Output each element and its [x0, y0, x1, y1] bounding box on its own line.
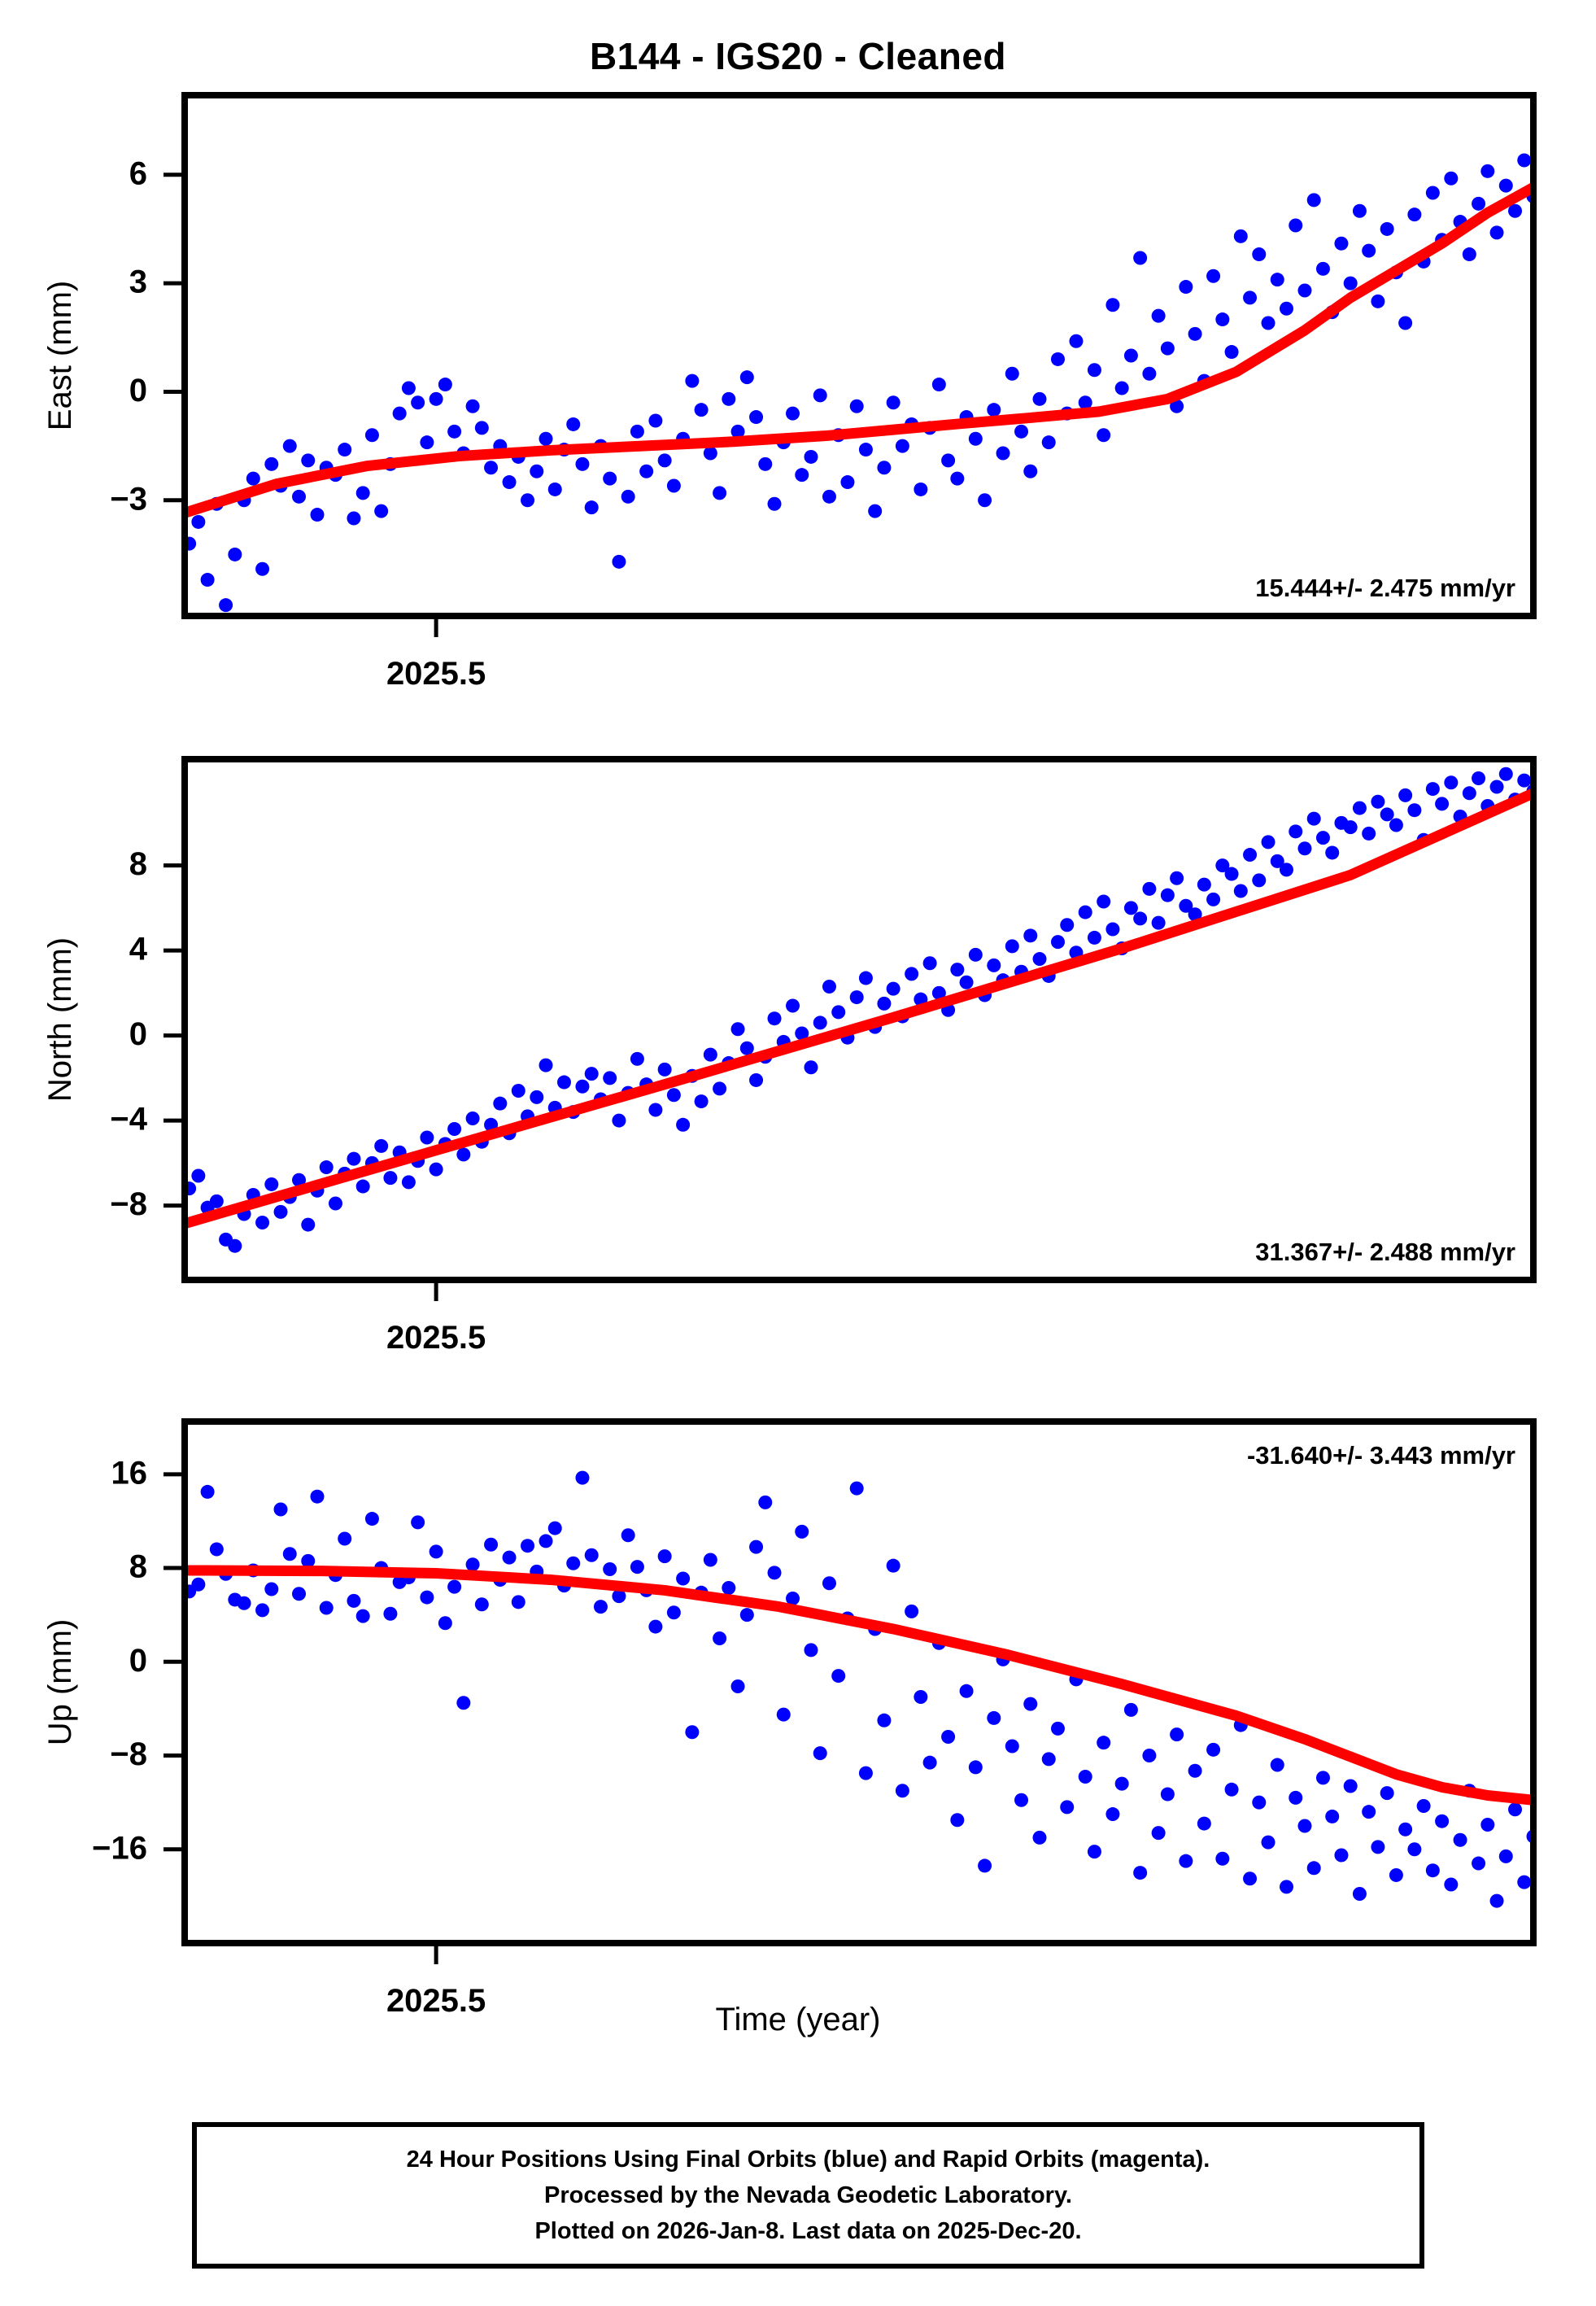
y-tick-label: 0: [129, 1643, 147, 1679]
chart-panel-up: 16 8 0 −8 −16 2025.5 Up (mm) -31.640+/- 3.443 m…: [22, 1417, 1545, 2033]
page-title: B144 - IGS20 - Cleaned: [589, 35, 1007, 77]
y-tick-label: 3: [129, 264, 147, 300]
y-tick-label: 0: [129, 1016, 147, 1052]
footer-line-2: Processed by the Nevada Geodetic Laborat…: [544, 2182, 1072, 2208]
fit-line-up: [185, 1565, 1533, 1806]
footer-line-1: 24 Hour Positions Using Final Orbits (bl…: [406, 2146, 1210, 2173]
y-tick-label: −4: [110, 1102, 147, 1138]
y-tick-label: 0: [129, 373, 147, 408]
fit-line-north: [185, 788, 1533, 1229]
x-tick-label: 2025.5: [386, 1320, 486, 1356]
chart-svg-up: 16 8 0 −8 −16 2025.5 Up (mm) -31.640+/- 3.443 m…: [42, 1418, 1537, 2019]
y-tick-label: −8: [110, 1736, 147, 1772]
plot-frame-east: [181, 92, 1537, 619]
y-axis-title-up: Up (mm): [42, 1619, 78, 1746]
y-tick-label: 6: [129, 155, 147, 191]
x-tick-label: 2025.5: [386, 656, 486, 692]
y-tick-label: 8: [129, 846, 147, 882]
y-axis-title-east: East (mm): [42, 281, 78, 430]
footer-line-3: Plotted on 2026-Jan-8. Last data on 2025…: [534, 2218, 1082, 2245]
plot-frame-north: [181, 756, 1537, 1283]
rate-annotation-up: -31.640+/- 3.443 mm/yr: [1247, 1441, 1515, 1470]
footer-caption-box: 24 Hour Positions Using Final Orbits (bl…: [192, 2122, 1424, 2269]
y-tick-label: 4: [129, 932, 148, 967]
x-axis-title: Time (year): [715, 2002, 881, 2037]
chart-panel-north: 8 4 0 −4 −8 2025.5 North (mm) 31.367+/- 2.488 m…: [22, 754, 1545, 1369]
chart-svg-east: 6 3 0 −3 2025.5 East (mm) 15.444+/- 2.475 mm/y…: [42, 92, 1537, 692]
y-tick-label: −3: [110, 481, 147, 517]
plot-frame-up: [181, 1418, 1537, 1946]
chart-panel-east: 6 3 0 −3 2025.5 East (mm) 15.444+/- 2.475 mm/y…: [22, 90, 1545, 705]
y-tick-label: 16: [111, 1455, 148, 1491]
data-points-up: [185, 1470, 1533, 1908]
y-tick-label: −16: [92, 1830, 147, 1866]
rate-annotation-east: 15.444+/- 2.475 mm/yr: [1255, 574, 1515, 602]
data-points-east: [185, 153, 1533, 613]
rate-annotation-north: 31.367+/- 2.488 mm/yr: [1255, 1238, 1515, 1266]
y-tick-label: −8: [110, 1186, 147, 1222]
y-axis-title-north: North (mm): [42, 937, 78, 1102]
y-tick-label: 8: [129, 1549, 147, 1585]
data-points-north: [185, 766, 1533, 1253]
x-tick-label: 2025.5: [386, 1983, 486, 2019]
fit-line-east: [185, 181, 1533, 518]
chart-svg-north: 8 4 0 −4 −8 2025.5 North (mm) 31.367+/- 2.488 m…: [42, 756, 1537, 1356]
